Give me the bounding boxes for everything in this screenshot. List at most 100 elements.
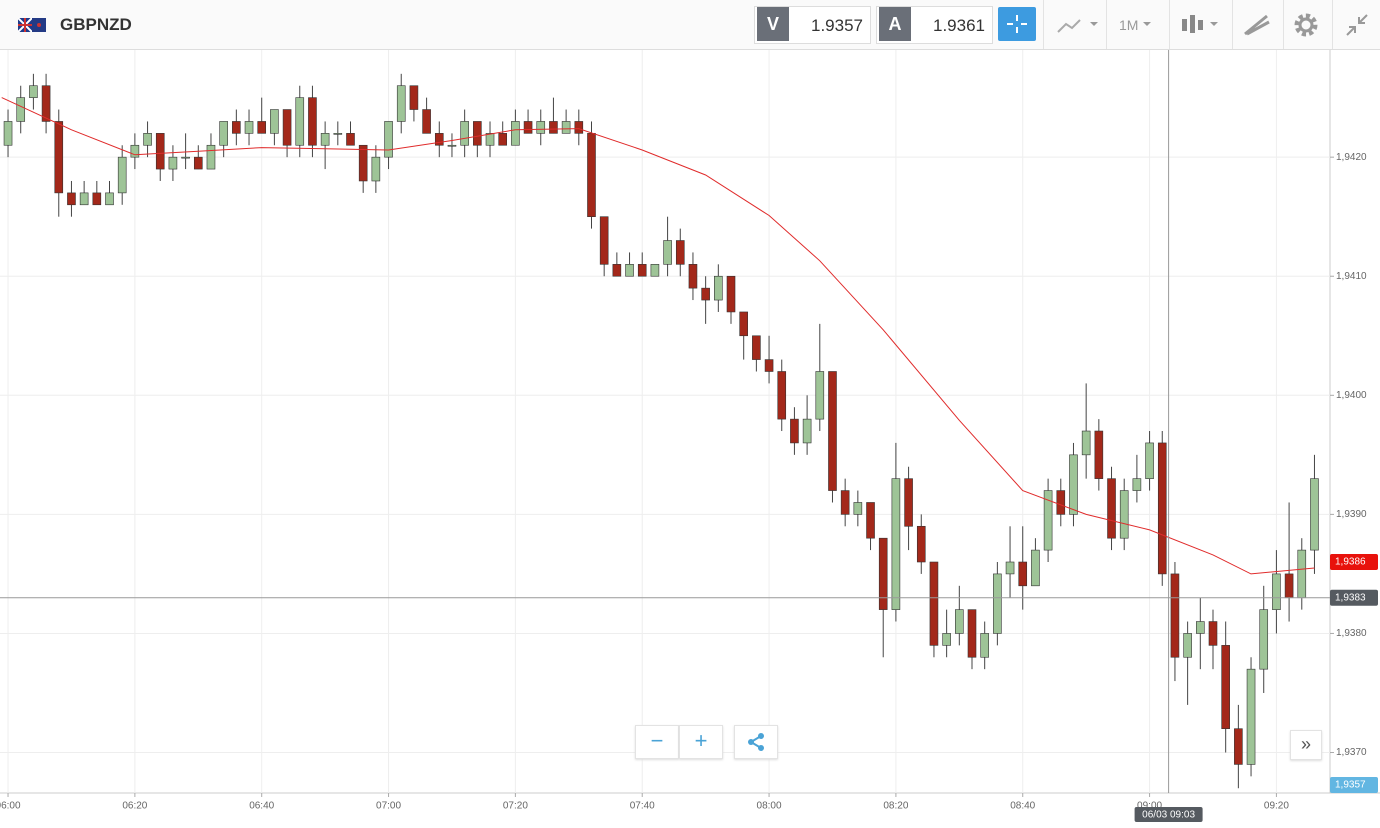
candle-body bbox=[1297, 549, 1307, 599]
candle-body bbox=[346, 133, 355, 146]
candle-body bbox=[574, 121, 584, 134]
candle-body bbox=[688, 264, 698, 289]
x-tick-label: 07:20 bbox=[503, 801, 528, 812]
crosshair-button[interactable] bbox=[998, 7, 1036, 41]
crosshair-y-label: 1,9383 bbox=[1335, 592, 1366, 603]
candle-body bbox=[54, 121, 64, 194]
x-tick-label: 06:40 bbox=[249, 801, 274, 812]
candle-body bbox=[168, 156, 178, 170]
candle-body bbox=[92, 192, 102, 206]
candle-body bbox=[866, 502, 875, 539]
settings-button[interactable] bbox=[1283, 0, 1332, 49]
candle-body bbox=[764, 359, 774, 372]
candle-body bbox=[1170, 573, 1180, 658]
expand-button[interactable] bbox=[1332, 0, 1380, 49]
candle-body bbox=[485, 133, 495, 146]
x-tick-label: 07:40 bbox=[630, 801, 655, 812]
chart-type-button[interactable] bbox=[1043, 0, 1106, 49]
candle-body bbox=[1234, 728, 1243, 765]
candle-body bbox=[270, 109, 279, 134]
candle-body bbox=[1272, 573, 1281, 610]
share-button[interactable] bbox=[734, 725, 778, 759]
timeframe[interactable]: 1M bbox=[1119, 17, 1139, 33]
candle-body bbox=[802, 418, 812, 444]
candle-body bbox=[206, 144, 216, 170]
scroll-right-button[interactable]: » bbox=[1290, 730, 1322, 760]
candle-body bbox=[726, 275, 736, 313]
candle-body bbox=[625, 264, 634, 277]
x-tick-label: 08:40 bbox=[1010, 801, 1035, 812]
candle-body bbox=[777, 371, 787, 420]
candle-body bbox=[1196, 621, 1205, 634]
candle-body bbox=[790, 418, 799, 444]
candle-body bbox=[67, 192, 76, 206]
symbol: GBPNZD bbox=[60, 15, 132, 34]
price-tag-label: 1,9386 bbox=[1335, 557, 1366, 568]
zoom-in-button[interactable]: + bbox=[679, 725, 723, 759]
candle-body bbox=[549, 121, 558, 134]
candle-body bbox=[904, 478, 913, 527]
candle-body bbox=[752, 335, 761, 360]
candle-body bbox=[130, 144, 140, 158]
candle-body bbox=[219, 121, 228, 146]
candle-body bbox=[955, 609, 964, 634]
draw-button[interactable] bbox=[1232, 0, 1283, 49]
x-tick-label: 09:20 bbox=[1264, 801, 1289, 812]
candle-body bbox=[117, 156, 127, 194]
candle-button[interactable] bbox=[1169, 0, 1232, 49]
candle-body bbox=[193, 156, 203, 170]
candle-body bbox=[853, 502, 863, 515]
candle-body bbox=[16, 97, 26, 122]
x-tick-label: 08:00 bbox=[757, 801, 782, 812]
candle-body bbox=[41, 85, 51, 122]
candle-body bbox=[815, 371, 825, 420]
candle-body bbox=[422, 109, 431, 134]
zoom-out-button[interactable]: − bbox=[635, 725, 679, 759]
timeframe-button[interactable]: 1M bbox=[1106, 0, 1169, 49]
candle-body bbox=[1031, 549, 1040, 587]
candle-body bbox=[993, 573, 1002, 634]
x-tick-label: 08:20 bbox=[883, 801, 908, 812]
candle-body bbox=[663, 240, 672, 265]
candle-body bbox=[105, 192, 114, 206]
candle-body bbox=[434, 133, 444, 146]
candle-body bbox=[650, 264, 660, 277]
candle-body bbox=[257, 121, 267, 134]
candle-body bbox=[473, 121, 482, 146]
x-tick-label: 06:00 bbox=[0, 801, 21, 812]
ask-price: 1.9361 bbox=[933, 16, 985, 35]
candle-body bbox=[308, 97, 317, 146]
candle-body bbox=[282, 109, 292, 146]
candle-body bbox=[701, 287, 710, 301]
candle-body bbox=[1005, 561, 1015, 575]
candle-body bbox=[371, 156, 381, 182]
y-tick-label: 1,9390 bbox=[1336, 509, 1367, 520]
candle-body bbox=[599, 216, 609, 265]
y-tick-label: 1,9400 bbox=[1336, 390, 1367, 401]
candle-body bbox=[447, 144, 457, 147]
candle-body bbox=[181, 156, 190, 159]
candle-body bbox=[675, 240, 685, 265]
candle-body bbox=[79, 192, 89, 206]
bid-label[interactable]: V bbox=[757, 7, 789, 41]
candle-body bbox=[1094, 430, 1104, 479]
candle-body bbox=[828, 371, 837, 491]
candle-body bbox=[460, 121, 469, 146]
price-tag bbox=[1330, 777, 1378, 793]
y-tick-label: 1,9410 bbox=[1336, 271, 1367, 282]
moving-average bbox=[1, 97, 1315, 575]
candle-body bbox=[232, 121, 241, 134]
candle-body bbox=[244, 121, 254, 134]
candle-body bbox=[1310, 478, 1319, 551]
ask-label[interactable]: A bbox=[879, 7, 911, 41]
candle-body bbox=[1157, 442, 1167, 575]
candle-body bbox=[1132, 478, 1142, 491]
candle-body bbox=[929, 561, 939, 646]
flag-icon bbox=[18, 18, 46, 32]
crosshair-y-tag bbox=[1330, 589, 1378, 606]
candle-body bbox=[637, 264, 647, 277]
candle-body bbox=[358, 144, 368, 182]
candle-body bbox=[1183, 633, 1192, 658]
candle-body bbox=[1119, 490, 1129, 539]
